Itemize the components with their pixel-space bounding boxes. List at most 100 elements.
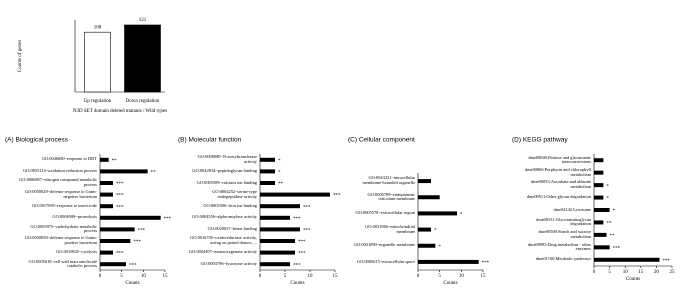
- category-label-box: GO:0050830~defense response to Gram-posi…: [24, 235, 97, 245]
- x-tick-label: 15: [638, 270, 644, 275]
- significance: **: [609, 234, 615, 239]
- significance: ***: [482, 261, 490, 266]
- category-label-box: GO:0005789~endoplasmic reticulum membran…: [367, 191, 416, 202]
- x-axis-label: N3D SET domain deleted mutants / Wild ty…: [73, 109, 167, 114]
- category-label-box: GO:0046680~response to DDT: [42, 157, 97, 161]
- category-label-box: dme00511:Other glycan degradation: [527, 194, 591, 199]
- bar: [418, 195, 440, 200]
- category-label-box: GO:0019835~cytolysis: [56, 249, 97, 255]
- y-axis-label: Counts of genes: [18, 40, 23, 72]
- bar: [260, 215, 290, 220]
- x-tick-label: 0: [593, 270, 596, 275]
- x-tick-label: 15: [163, 274, 169, 279]
- category-label-box: dme00983:Drug metabolism - other enzymes: [528, 242, 591, 251]
- bar: [418, 227, 431, 232]
- category-label: GO:0005975~carbohydrate metabolic proces…: [30, 223, 97, 234]
- bar: [124, 24, 161, 93]
- bar: [100, 169, 148, 174]
- category-label: GO:0043231~intracellular membrane-bounde…: [362, 175, 415, 186]
- x-tick-label: 0: [417, 274, 420, 279]
- significance: ***: [133, 240, 141, 245]
- significance: *: [434, 229, 437, 234]
- category-label-box: GO:0004556~alpha-amylase activity: [192, 215, 257, 219]
- category-label: GO:0017085~response to insecticide: [31, 202, 97, 208]
- bar: [260, 262, 290, 267]
- category-label: GO:0020037~heme binding: [207, 226, 257, 232]
- category-label: dme00040:Pentose and glucuronate interco…: [528, 154, 591, 165]
- bar: [260, 192, 330, 197]
- significance: *: [438, 245, 441, 250]
- category-label-box: GO:0005618~cell wall macromolecule catab…: [29, 259, 97, 268]
- significance: ***: [663, 259, 671, 264]
- x-tick-label: 10: [459, 274, 465, 279]
- x-axis-label: Counts: [626, 277, 640, 282]
- significance: ***: [333, 194, 341, 199]
- category-label: GO:0003796~lysozyme activity: [200, 260, 257, 266]
- significance: ***: [303, 205, 311, 210]
- bar: [100, 250, 113, 255]
- x-tick-label: 10: [141, 274, 147, 279]
- category-label: dme00860:Porphyrin and chlorophyll metab…: [524, 167, 591, 177]
- significance: ***: [298, 240, 306, 245]
- category-label: GO:0006807~nitrogen compound metabolic p…: [19, 177, 97, 187]
- x-tick-label: 0: [99, 274, 102, 279]
- category-label-box: dme00053:Ascorbate and aldarate metaboli…: [531, 180, 591, 189]
- x-tick-label: 5: [608, 270, 611, 275]
- category-label: dme04142:Lysosome: [553, 206, 591, 212]
- category-label: GO:0050830~defense response to Gram-posi…: [24, 235, 97, 245]
- category-label: GO:0019835~cytolysis: [56, 249, 97, 255]
- category-label-box: GO:0020037~heme binding: [207, 226, 257, 232]
- bar: [418, 259, 479, 264]
- significance: *: [606, 197, 609, 202]
- x-tick-label: 15: [481, 274, 487, 279]
- category-label: GO:0031966~mitochondrial membrane: [365, 223, 415, 234]
- bar: [100, 192, 113, 197]
- category-label-box: GO:0031090~organelle membrane: [353, 242, 415, 248]
- panel-title: (A) Biological process: [5, 137, 69, 144]
- x-tick-label: Down regulation: [126, 99, 160, 104]
- category-label: GO:0006508~proteolysis: [52, 214, 97, 220]
- category-label-box: GO:0005975~carbohydrate metabolic proces…: [30, 223, 97, 234]
- significance: ***: [298, 252, 306, 257]
- x-tick-label: 10: [623, 270, 629, 275]
- category-label-box: GO:0005509~calcium ion binding: [197, 180, 257, 184]
- category-label-box: GO:0050829~defense response to Gram-nega…: [25, 189, 97, 198]
- category-label: GO:0005789~endoplasmic reticulum membran…: [367, 191, 416, 202]
- significance: ***: [164, 217, 172, 222]
- bar: [594, 183, 604, 188]
- significance: **: [606, 222, 612, 227]
- x-tick-label: Up regulation: [84, 99, 112, 104]
- bar: [594, 245, 610, 250]
- category-label: GO:0016705~oxidoreductase activity, acti…: [190, 235, 257, 245]
- significance: *: [460, 213, 463, 218]
- panel-title: (B) Molecular function: [178, 137, 242, 144]
- category-label: GO:0005578~extracellular region: [355, 210, 415, 216]
- x-tick-label: 5: [284, 274, 287, 279]
- bar: [100, 239, 131, 243]
- significance: **: [112, 159, 118, 164]
- category-label: GO:0031090~organelle membrane: [353, 242, 415, 248]
- value-label: 121: [139, 18, 147, 23]
- bar: [100, 262, 126, 267]
- significance: ***: [129, 263, 137, 268]
- x-tick-label: 20: [654, 270, 660, 275]
- category-label: GO:0004497~monooxygenase activity: [188, 249, 257, 255]
- category-label-box: GO:0008080~N-acetyltransferase activity: [198, 154, 257, 163]
- category-label: dme00531:Glycosaminoglycan degradation: [536, 216, 591, 227]
- panel-title: (C) Cellular component: [348, 137, 415, 144]
- significance: *: [613, 209, 616, 214]
- significance: **: [278, 182, 284, 187]
- bar: [100, 157, 109, 162]
- category-label-box: dme00860:Porphyrin and chlorophyll metab…: [524, 167, 591, 177]
- significance: ***: [138, 229, 146, 234]
- value-label: 108: [94, 25, 102, 30]
- bar: [260, 239, 295, 243]
- category-label-box: dme01100:Metabolic pathways: [535, 256, 591, 262]
- x-tick-label: 5: [438, 274, 441, 279]
- category-label: dme01100:Metabolic pathways: [535, 256, 591, 262]
- significance: ***: [116, 252, 124, 257]
- bar: [260, 157, 275, 162]
- significance: ***: [293, 263, 301, 268]
- category-label-box: GO:0006807~nitrogen compound metabolic p…: [19, 177, 97, 187]
